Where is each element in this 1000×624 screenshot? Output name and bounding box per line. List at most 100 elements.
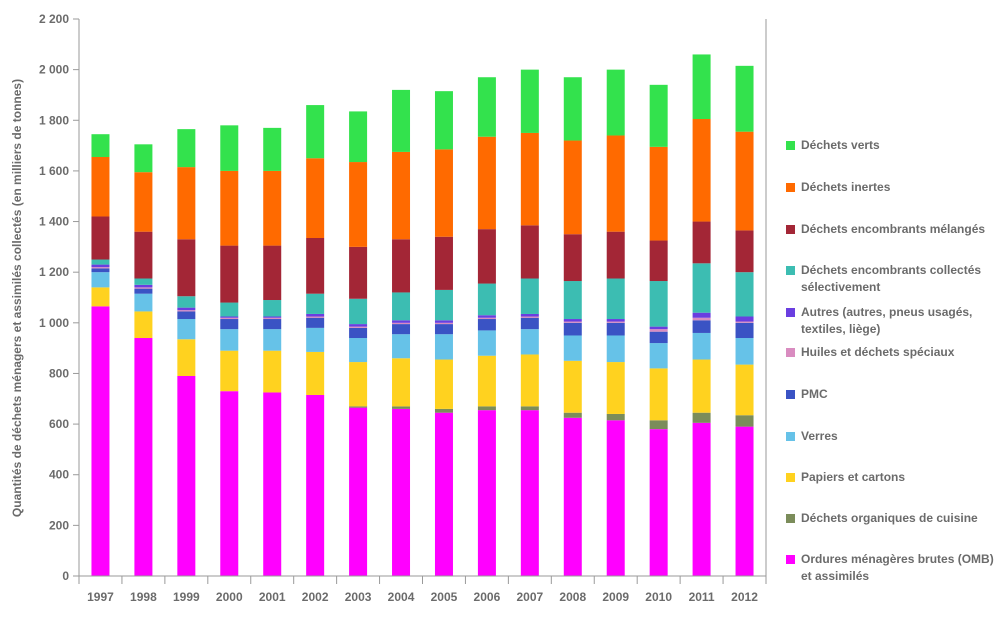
- bar-segment-2005-s3: [434, 334, 453, 360]
- bar-segment-2009-s9: [606, 135, 625, 232]
- x-tick-label-2012: 2012: [731, 590, 758, 604]
- bar-segment-2005-s10: [434, 91, 453, 150]
- bar-segment-1998-s7: [134, 278, 153, 285]
- bar-segment-2000-s9: [220, 170, 239, 246]
- bar-segment-2010-s3: [649, 343, 668, 369]
- bar-segment-2011-s1: [692, 412, 711, 423]
- bar-segment-2003-s1: [349, 406, 368, 408]
- bar-segment-2010-s9: [649, 146, 668, 241]
- bar-segment-1998-s0: [134, 338, 153, 576]
- legend-item: Autres (autres, pneus usagés, textiles, …: [786, 304, 997, 338]
- bar-segment-1997-s6: [91, 264, 110, 268]
- bar-segment-2005-s1: [434, 408, 453, 413]
- bar-segment-1998-s8: [134, 231, 153, 279]
- bar-segment-2006-s3: [477, 330, 496, 356]
- bar-segment-2012-s8: [735, 230, 754, 273]
- bar-segment-2000-s3: [220, 329, 239, 351]
- bar-segment-2011-s0: [692, 422, 711, 576]
- legend-item: Ordures ménagères brutes (OMB) et assimi…: [786, 551, 997, 585]
- bar-segment-1999-s0: [177, 375, 196, 576]
- bar-segment-1997-s5: [91, 267, 110, 269]
- bar-segment-2004-s10: [392, 89, 411, 152]
- y-tick-label-1400: 1 400: [39, 215, 69, 229]
- x-tick-label-2011: 2011: [689, 590, 715, 604]
- legend-item: Verres: [786, 428, 997, 445]
- bar-segment-2012-s6: [735, 316, 754, 322]
- bar-segment-2000-s2: [220, 350, 239, 392]
- bar-segment-2007-s4: [520, 317, 539, 330]
- bar-segment-2012-s2: [735, 364, 754, 416]
- bar-segment-2012-s0: [735, 426, 754, 576]
- bar-segment-2006-s4: [477, 319, 496, 331]
- legend-label: Huiles et déchets spéciaux: [801, 345, 955, 359]
- bar-segment-2011-s3: [692, 332, 711, 360]
- bar-segment-1999-s7: [177, 296, 196, 308]
- bar-segment-2005-s8: [434, 236, 453, 290]
- bar-segment-2001-s3: [263, 329, 282, 351]
- bar-segment-2008-s0: [563, 417, 582, 576]
- bar-segment-2009-s10: [606, 69, 625, 136]
- bar-segment-1997-s4: [91, 268, 110, 273]
- bar-segment-1998-s6: [134, 284, 153, 288]
- bar-segment-2005-s2: [434, 359, 453, 409]
- bar-segment-2007-s5: [520, 316, 539, 318]
- bar-segment-2006-s7: [477, 283, 496, 316]
- bar-segment-2009-s2: [606, 362, 625, 414]
- bar-segment-2004-s8: [392, 239, 411, 293]
- bar-segment-2011-s2: [692, 359, 711, 413]
- bar-segment-2001-s4: [263, 319, 282, 330]
- bar-segment-2012-s3: [735, 338, 754, 365]
- legend-label: Déchets encombrants mélangés: [801, 222, 986, 236]
- bar-segment-1999-s5: [177, 310, 196, 312]
- bar-segment-2000-s7: [220, 302, 239, 317]
- bar-segment-1997-s2: [91, 287, 110, 307]
- legend-swatch: [786, 225, 795, 234]
- bar-segment-2010-s10: [649, 84, 668, 147]
- legend-label: Déchets verts: [801, 138, 880, 152]
- bar-segment-2008-s8: [563, 234, 582, 282]
- bar-segment-2002-s7: [306, 293, 325, 314]
- legend-swatch: [786, 183, 795, 192]
- bar-segment-2001-s10: [263, 127, 282, 171]
- bar-segment-1999-s6: [177, 307, 196, 311]
- bar-segment-1998-s3: [134, 293, 153, 312]
- bar-segment-2006-s10: [477, 77, 496, 137]
- bar-segment-2001-s2: [263, 350, 282, 393]
- y-tick-label-0: 0: [62, 569, 69, 583]
- bar-segment-2007-s2: [520, 354, 539, 407]
- x-tick-label-1997: 1997: [87, 590, 114, 604]
- bar-segment-2004-s7: [392, 292, 411, 321]
- bar-segment-1997-s7: [91, 259, 110, 265]
- bar-segment-2005-s6: [434, 320, 453, 323]
- bar-segment-2010-s1: [649, 420, 668, 430]
- bar-segment-2004-s1: [392, 406, 411, 409]
- bar-segment-2010-s7: [649, 281, 668, 327]
- y-tick-label-2200: 2 200: [39, 12, 69, 26]
- legend-label: Déchets organiques de cuisine: [801, 511, 978, 525]
- bar-segment-2007-s6: [520, 313, 539, 317]
- bar-segment-2003-s10: [349, 111, 368, 163]
- bar-segment-2009-s0: [606, 420, 625, 576]
- bar-segment-1999-s8: [177, 239, 196, 297]
- bar-segment-2010-s8: [649, 240, 668, 282]
- bar-segment-2002-s2: [306, 351, 325, 395]
- bar-segment-2001-s6: [263, 316, 282, 318]
- bar-segment-2011-s5: [692, 317, 711, 321]
- bar-segment-2004-s9: [392, 151, 411, 240]
- bar-segment-2006-s8: [477, 229, 496, 284]
- x-tick-label-2008: 2008: [559, 590, 586, 604]
- bar-segment-2001-s5: [263, 317, 282, 320]
- y-tick-label-1600: 1 600: [39, 164, 69, 178]
- bar-segment-2000-s8: [220, 245, 239, 303]
- bar-segment-2008-s10: [563, 77, 582, 141]
- x-tick-label-1999: 1999: [173, 590, 200, 604]
- bar-segment-2008-s4: [563, 322, 582, 336]
- bar-segment-2003-s2: [349, 362, 368, 407]
- bar-segment-1999-s9: [177, 167, 196, 240]
- bar-segment-2010-s6: [649, 326, 668, 330]
- legend-swatch: [786, 473, 795, 482]
- legend-swatch: [786, 390, 795, 399]
- bar-segment-2004-s0: [392, 408, 411, 576]
- legend-swatch: [786, 514, 795, 523]
- y-tick-label-1800: 1 800: [39, 113, 69, 127]
